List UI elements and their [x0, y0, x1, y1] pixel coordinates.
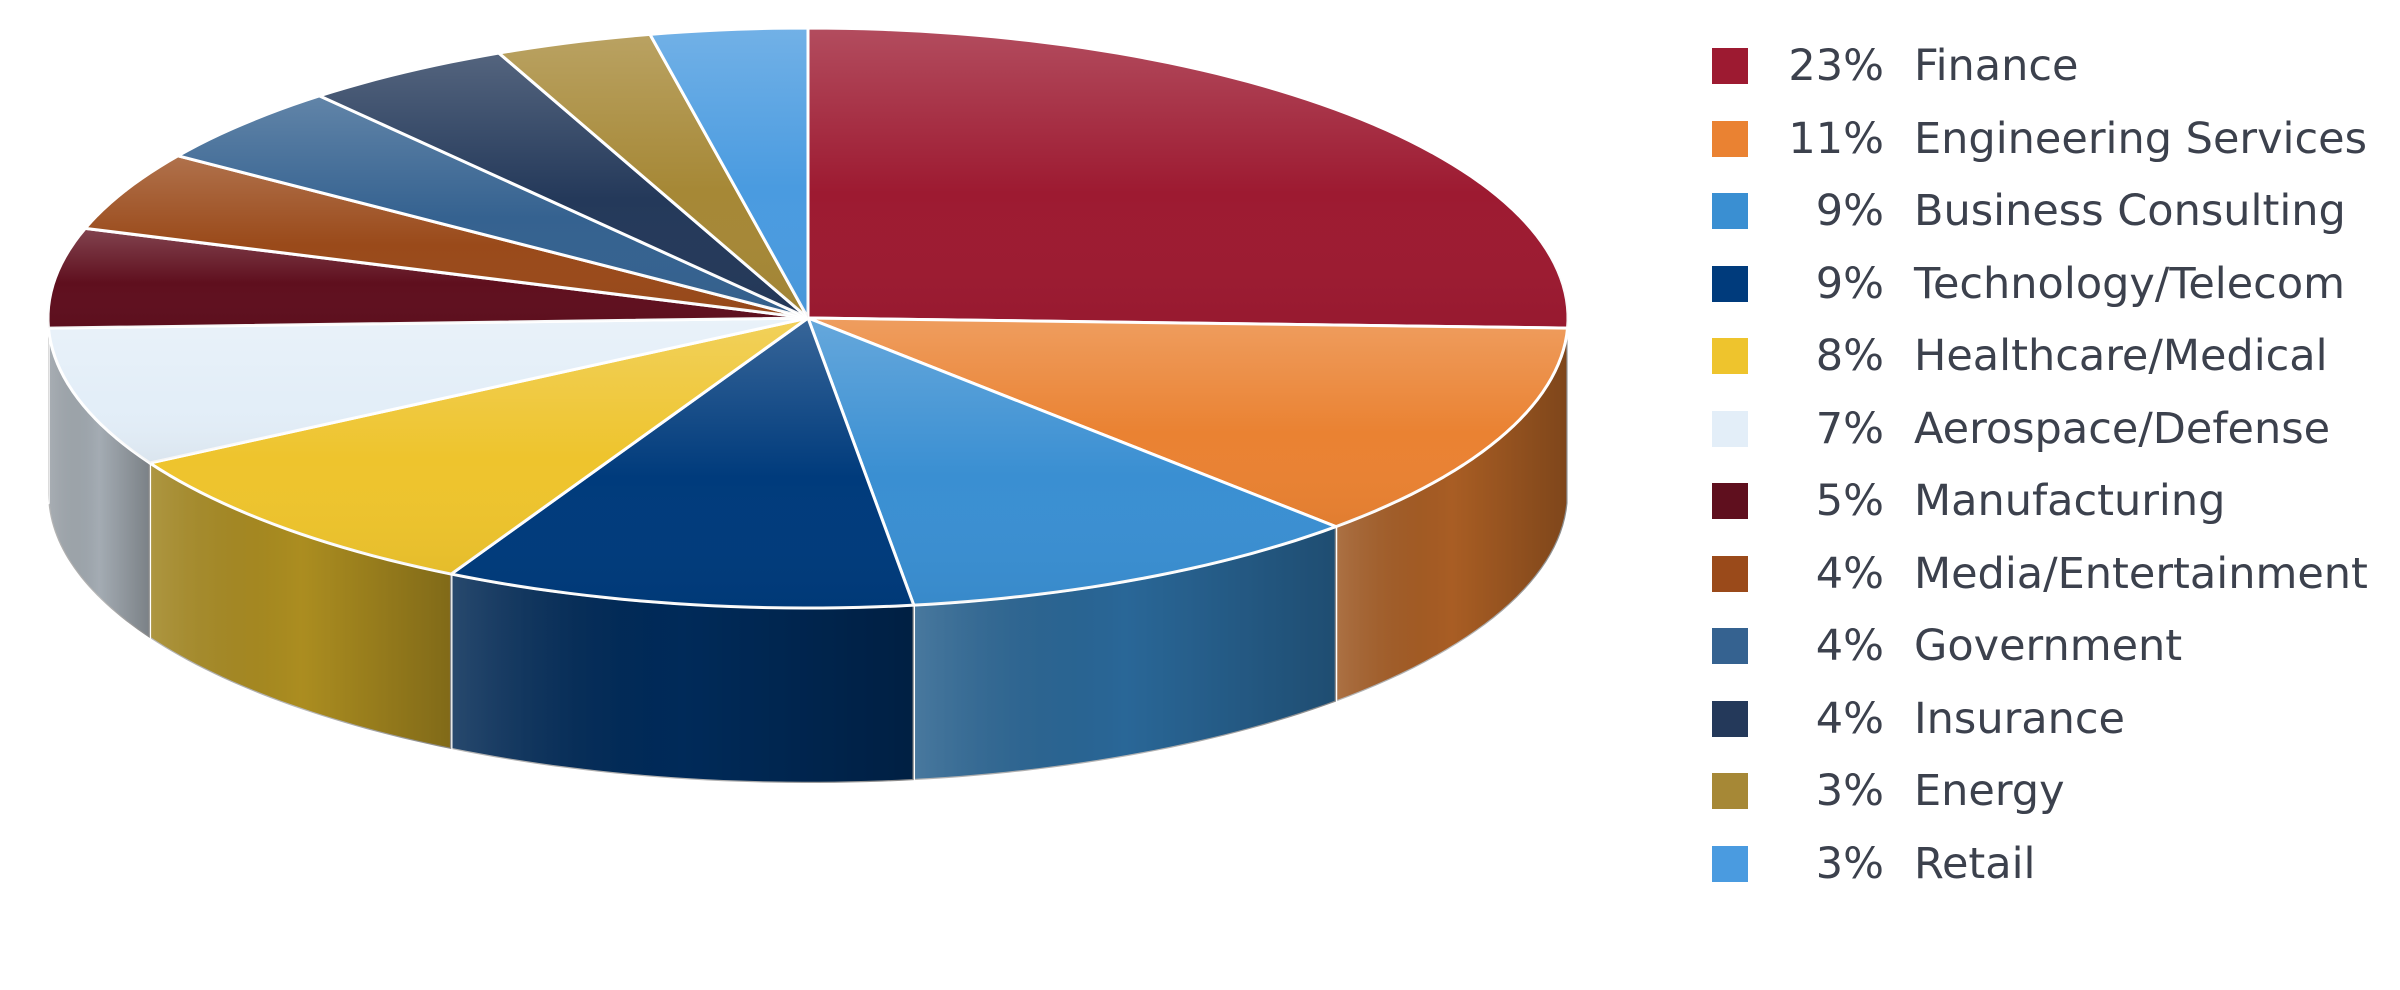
legend-label: Manufacturing [1914, 476, 2226, 527]
legend-label: Retail [1914, 838, 2036, 889]
legend-percent: 23% [1788, 41, 1884, 92]
legend-label: Business Consulting [1914, 186, 2346, 237]
legend-percent: 3% [1815, 838, 1884, 889]
legend: 23% Finance 11% Engineering Services 9% Busin… [1712, 30, 2392, 900]
legend-percent: 11% [1788, 113, 1884, 164]
pie-slice-technology-telecom [449, 316, 916, 610]
legend-swatch [1712, 193, 1748, 230]
legend-item-business-consulting: 9% Business Consulting [1712, 175, 2392, 248]
legend-item-media-entertainment: 4% Media/Entertainment [1712, 538, 2392, 611]
legend-percent: 3% [1815, 766, 1884, 817]
pie-slice-healthcare-medical [148, 316, 810, 576]
legend-swatch [1712, 338, 1748, 375]
legend-label: Technology/Telecom [1914, 258, 2346, 309]
legend-label: Insurance [1914, 693, 2125, 744]
legend-item-energy: 3% Energy [1712, 755, 2392, 828]
pie-slice-manufacturing [46, 226, 810, 330]
legend-item-government: 4% Government [1712, 610, 2392, 683]
legend-swatch [1712, 700, 1748, 737]
pie-slice-retail [648, 26, 810, 320]
pie-side-technology-telecom [449, 572, 916, 785]
legend-percent: 4% [1815, 548, 1884, 599]
legend-item-finance: 23% Finance [1712, 30, 2392, 103]
legend-item-aerospace-defense: 7% Aerospace/Defense [1712, 393, 2392, 466]
legend-swatch [1712, 48, 1748, 85]
legend-swatch [1712, 555, 1748, 592]
legend-percent: 8% [1815, 331, 1884, 382]
legend-percent: 4% [1815, 621, 1884, 672]
legend-label: Finance [1914, 41, 2079, 92]
pie-side-healthcare-medical [148, 461, 453, 751]
legend-item-healthcare-medical: 8% Healthcare/Medical [1712, 320, 2392, 393]
legend-swatch [1712, 845, 1748, 882]
legend-label: Energy [1914, 766, 2065, 817]
legend-item-technology-telecom: 9% Technology/Telecom [1712, 248, 2392, 321]
legend-swatch [1712, 265, 1748, 302]
pie-slice-engineering-services [806, 316, 1570, 529]
legend-swatch [1712, 483, 1748, 520]
legend-percent: 4% [1815, 693, 1884, 744]
pie-top [46, 26, 1570, 610]
pie-slice-government [176, 94, 810, 320]
legend-swatch [1712, 628, 1748, 665]
pie-sides [46, 316, 1570, 785]
legend-percent: 5% [1815, 476, 1884, 527]
legend-label: Engineering Services [1914, 113, 2367, 164]
legend-label: Government [1914, 621, 2183, 672]
legend-item-insurance: 4% Insurance [1712, 683, 2392, 756]
pie-slice-energy [497, 32, 810, 320]
pie-side-business-consulting [912, 525, 1338, 782]
legend-item-engineering-services: 11% Engineering Services [1712, 103, 2392, 176]
pie-slice-aerospace-defense [46, 316, 810, 465]
pie-slice-business-consulting [806, 316, 1338, 607]
legend-percent: 9% [1815, 258, 1884, 309]
legend-swatch [1712, 773, 1748, 810]
pie-chart [46, 26, 1570, 785]
legend-swatch [1712, 120, 1748, 157]
legend-percent: 9% [1815, 186, 1884, 237]
legend-item-retail: 3% Retail [1712, 828, 2392, 901]
pie-side-aerospace-defense [47, 326, 152, 640]
pie-slice-finance [806, 26, 1570, 330]
legend-label: Healthcare/Medical [1914, 331, 2328, 382]
pie-slice-media-entertainment [83, 154, 810, 320]
legend-label: Aerospace/Defense [1914, 403, 2331, 454]
legend-swatch [1712, 410, 1748, 447]
legend-item-manufacturing: 5% Manufacturing [1712, 465, 2392, 538]
legend-percent: 7% [1815, 403, 1884, 454]
legend-label: Media/Entertainment [1914, 548, 2368, 599]
pie-slice-insurance [317, 51, 810, 320]
